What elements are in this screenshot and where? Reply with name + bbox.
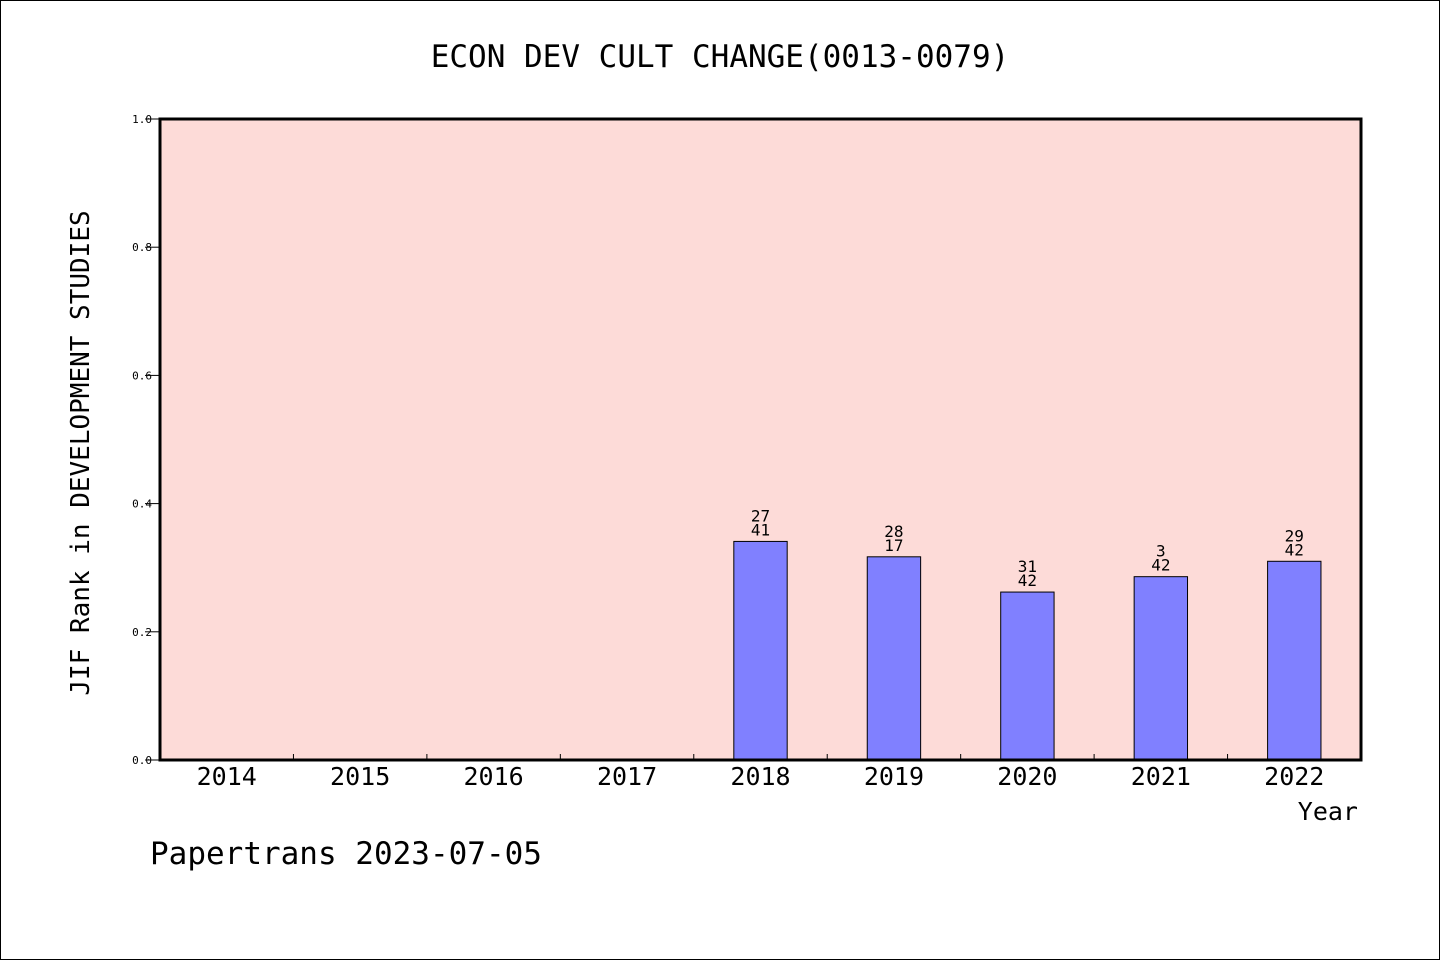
x-tick-label: 2015 bbox=[330, 762, 390, 791]
x-tick-label: 2022 bbox=[1264, 762, 1324, 791]
y-tick-label: 0.8 bbox=[132, 241, 152, 254]
bar-2018 bbox=[733, 540, 788, 761]
bar-label-top: 28 bbox=[884, 522, 903, 541]
bar-label-bottom: 42 bbox=[1018, 571, 1037, 590]
bar-label-bottom: 41 bbox=[751, 520, 770, 539]
bar-label-top: 3 bbox=[1156, 542, 1166, 561]
bar-label-top: 27 bbox=[751, 506, 770, 525]
bar-2019 bbox=[866, 556, 922, 761]
bar-label-top: 29 bbox=[1285, 526, 1304, 545]
x-tick-label: 2020 bbox=[997, 762, 1057, 791]
bar-2021 bbox=[1133, 576, 1189, 761]
x-tick-label: 2014 bbox=[197, 762, 257, 791]
footer-text: Papertrans 2023-07-05 bbox=[150, 836, 542, 872]
x-tick-label: 2021 bbox=[1131, 762, 1191, 791]
x-tick-label: 2016 bbox=[464, 762, 524, 791]
y-tick-label: 1.0 bbox=[132, 113, 152, 126]
y-tick-label: 0.4 bbox=[132, 498, 152, 511]
bar-label-top: 31 bbox=[1018, 557, 1037, 576]
x-tick-label: 2017 bbox=[597, 762, 657, 791]
bar-2022 bbox=[1267, 560, 1322, 761]
bar-label-bottom: 42 bbox=[1285, 540, 1304, 559]
bar-2020 bbox=[1000, 591, 1055, 761]
x-tick-label: 2019 bbox=[864, 762, 924, 791]
x-tick-label: 2018 bbox=[730, 762, 790, 791]
chart-title: ECON DEV CULT CHANGE(0013-0079) bbox=[431, 39, 1010, 75]
x-axis-label: Year bbox=[1298, 797, 1358, 826]
plot-border bbox=[158, 117, 1363, 762]
y-tick-label: 0.2 bbox=[132, 626, 152, 639]
y-tick-label: 0.0 bbox=[132, 754, 152, 767]
bar-label-bottom: 17 bbox=[884, 536, 903, 555]
y-tick-label: 0.6 bbox=[132, 369, 152, 382]
bar-label-bottom: 42 bbox=[1151, 556, 1170, 575]
y-axis-label: JIF Rank in DEVELOPMENT STUDIES bbox=[66, 210, 96, 695]
